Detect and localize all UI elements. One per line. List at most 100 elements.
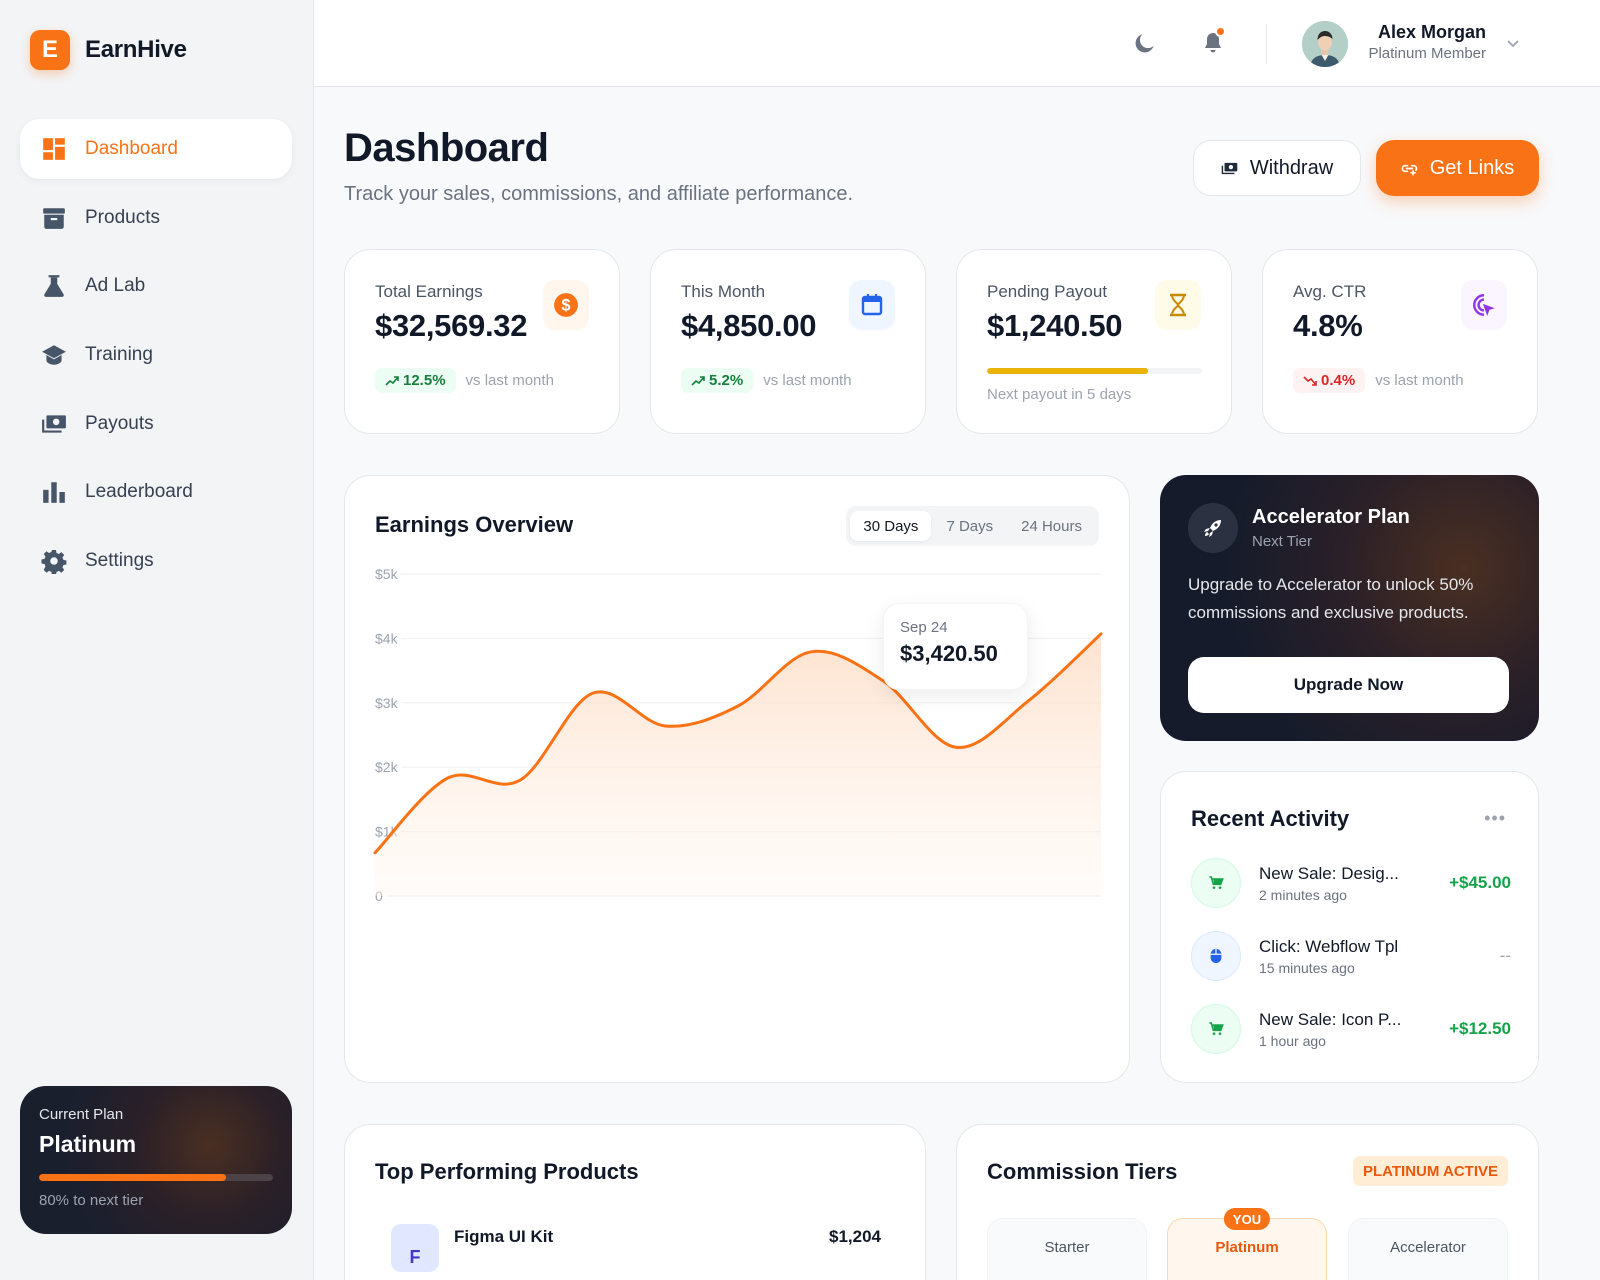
dashboard-icon: [41, 136, 67, 162]
stat-note: vs last month: [763, 372, 852, 389]
stat-value: 4.8%: [1293, 308, 1363, 343]
tier-name: Platinum: [1215, 1239, 1279, 1256]
stat-note: vs last month: [1375, 372, 1464, 389]
withdraw-label: Withdraw: [1249, 156, 1334, 179]
brand-name: EarnHive: [85, 36, 187, 63]
cart-icon: [1191, 1004, 1241, 1054]
activity-time: 2 minutes ago: [1259, 886, 1347, 903]
trend-badge: 5.2%: [681, 368, 754, 393]
chart-area: [375, 633, 1101, 896]
payout-progress-bar: [987, 368, 1202, 374]
bar-chart-icon: [41, 479, 67, 505]
stat-card-avg-ctr: Avg. CTR 4.8% 0.4% vs last month: [1262, 249, 1538, 434]
stat-value: $1,240.50: [987, 308, 1123, 343]
you-badge: YOU: [1223, 1208, 1271, 1230]
chart-tooltip: Sep 24 $3,420.50: [883, 603, 1028, 690]
tier-name: Starter: [1044, 1239, 1090, 1256]
earnings-chart[interactable]: 0$1k$2k$3k$4k$5k: [345, 476, 1131, 1084]
range-30-days[interactable]: 30 Days: [850, 511, 932, 541]
sidebar-item-products[interactable]: Products: [20, 188, 292, 248]
top-products-card: Top Performing Products F Figma UI Kit $…: [344, 1124, 926, 1280]
svg-text:$5k: $5k: [375, 566, 399, 582]
top-bar: Alex Morgan Platinum Member: [314, 0, 1600, 87]
trend-badge: 0.4%: [1293, 368, 1366, 393]
sidebar-item-label: Training: [85, 344, 153, 366]
user-role: Platinum Member: [1368, 45, 1486, 62]
money-stack-icon: [41, 411, 67, 437]
products-title: Top Performing Products: [375, 1159, 639, 1184]
flask-icon: [41, 273, 67, 299]
notifications-button[interactable]: [1198, 26, 1228, 58]
trend-value: 5.2%: [709, 372, 744, 389]
sidebar-item-settings[interactable]: Settings: [20, 531, 292, 591]
active-tier-badge: PLATINUM ACTIVE: [1353, 1156, 1508, 1186]
sidebar-item-payouts[interactable]: Payouts: [20, 394, 292, 454]
activity-item[interactable]: New Sale: Desig... 2 minutes ago +$45.00: [1191, 857, 1511, 909]
stat-card-pending-payout: Pending Payout $1,240.50 Next payout in …: [956, 249, 1232, 434]
stat-label: Avg. CTR: [1293, 282, 1367, 301]
stat-label: Pending Payout: [987, 282, 1108, 301]
activity-name: New Sale: Desig...: [1259, 863, 1399, 883]
accelerator-subtitle: Next Tier: [1252, 533, 1313, 550]
svg-text:$: $: [561, 296, 570, 314]
stat-card-total-earnings: Total Earnings $32,569.32 $ 12.5% vs las…: [344, 249, 620, 434]
range-7-days[interactable]: 7 Days: [946, 517, 994, 535]
sidebar-item-training[interactable]: Training: [20, 325, 292, 385]
bell-icon: [1205, 33, 1221, 53]
stat-note: Next payout in 5 days: [987, 386, 1132, 403]
stat-label: Total Earnings: [375, 282, 483, 301]
stat-footer: 0.4% vs last month: [1293, 368, 1464, 393]
activity-item[interactable]: New Sale: Icon P... 1 hour ago +$12.50: [1191, 1003, 1511, 1055]
chart-title: Earnings Overview: [375, 512, 574, 537]
sidebar-item-label: Settings: [85, 550, 154, 572]
sidebar-item-dashboard[interactable]: Dashboard: [20, 119, 292, 179]
get-links-button[interactable]: Get Links: [1376, 140, 1539, 196]
activity-time: 15 minutes ago: [1259, 959, 1355, 976]
withdraw-button[interactable]: Withdraw: [1193, 140, 1361, 196]
accelerator-title: Accelerator Plan: [1252, 506, 1410, 528]
archive-box-icon: [41, 205, 67, 231]
plan-progress-text: 80% to next tier: [39, 1192, 144, 1209]
accelerator-description: Upgrade to Accelerator to unlock 50% com…: [1188, 575, 1474, 622]
upgrade-now-button[interactable]: Upgrade Now: [1188, 657, 1509, 713]
more-options-button[interactable]: •••: [1484, 808, 1506, 828]
rocket-icon: [1188, 503, 1238, 553]
plan-label: Current Plan: [39, 1106, 124, 1123]
notification-badge: [1215, 26, 1226, 37]
tier-starter[interactable]: Starter: [987, 1218, 1147, 1280]
user-menu-button[interactable]: [1506, 36, 1520, 55]
trend-value: 12.5%: [403, 372, 446, 389]
stat-footer: 12.5% vs last month: [375, 368, 554, 393]
svg-text:$4k: $4k: [375, 630, 399, 646]
current-plan-card[interactable]: Current Plan Platinum 80% to next tier: [20, 1086, 292, 1234]
calendar-icon: [849, 280, 895, 330]
activity-name: New Sale: Icon P...: [1259, 1009, 1402, 1029]
activity-name: Click: Webflow Tpl: [1259, 936, 1399, 956]
trend-up-icon: [691, 375, 705, 386]
moon-icon: [1135, 34, 1154, 53]
avatar[interactable]: [1302, 21, 1348, 67]
theme-toggle-button[interactable]: [1130, 28, 1160, 58]
get-links-label: Get Links: [1429, 156, 1515, 179]
range-selector: 30 Days 7 Days 24 Hours: [846, 506, 1099, 546]
cursor-click-icon: [1461, 280, 1507, 330]
activity-item[interactable]: Click: Webflow Tpl 15 minutes ago --: [1191, 930, 1511, 982]
trend-down-icon: [1303, 375, 1317, 386]
sidebar-item-label: Leaderboard: [85, 481, 193, 503]
stat-note: vs last month: [465, 372, 554, 389]
product-row[interactable]: F Figma UI Kit $1,204: [391, 1224, 881, 1272]
product-earnings: $1,204: [829, 1227, 881, 1246]
brand[interactable]: E EarnHive: [30, 30, 187, 70]
sidebar-nav: Dashboard Products Ad Lab Training Payou…: [20, 119, 292, 600]
sidebar-item-leaderboard[interactable]: Leaderboard: [20, 462, 292, 522]
plan-progress-fill: [39, 1174, 227, 1181]
commission-tiers-card: Commission Tiers PLATINUM ACTIVE Starter…: [956, 1124, 1539, 1280]
range-24-hours[interactable]: 24 Hours: [1021, 517, 1082, 535]
tier-platinum[interactable]: YOU Platinum: [1167, 1208, 1327, 1280]
tier-accelerator[interactable]: Accelerator: [1348, 1218, 1508, 1280]
link-icon: [1401, 164, 1418, 176]
sidebar-item-label: Ad Lab: [85, 275, 146, 297]
plan-name: Platinum: [39, 1131, 137, 1157]
sidebar-item-ad-lab[interactable]: Ad Lab: [20, 256, 292, 316]
tooltip-date: Sep 24: [900, 619, 948, 636]
